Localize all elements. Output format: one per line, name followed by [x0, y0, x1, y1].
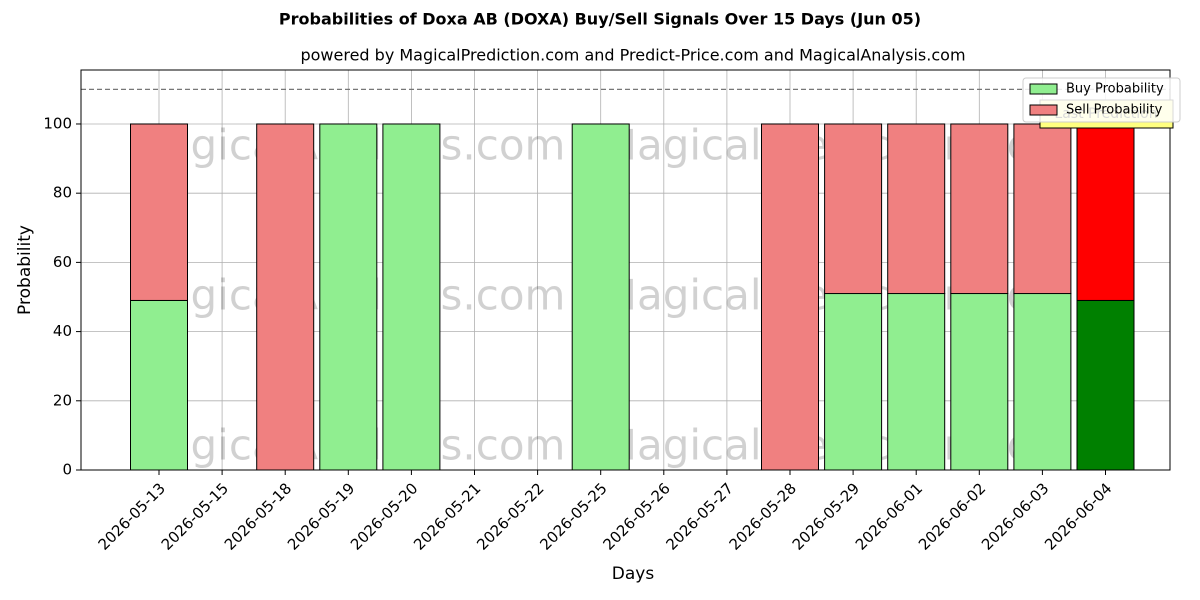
- legend-swatch: [1029, 83, 1058, 95]
- bar-segment: [1013, 293, 1072, 471]
- y-axis-label: Probability: [15, 225, 35, 315]
- x-tick-label: 2026-05-21: [410, 479, 484, 553]
- bar-segment: [571, 123, 630, 471]
- y-tick-label: 80: [53, 184, 72, 202]
- legend-label: Buy Probability: [1066, 82, 1164, 97]
- x-tick-label: 2026-05-22: [473, 479, 547, 553]
- bar-segment: [1076, 299, 1135, 471]
- x-tick-label: 2026-06-02: [915, 479, 989, 553]
- y-tick-label: 40: [53, 322, 72, 340]
- x-tick-label: 2026-05-18: [221, 479, 295, 553]
- x-tick-label: 2026-05-15: [158, 479, 232, 553]
- legend-label: Sell Probability: [1066, 103, 1163, 118]
- legend-box: [1022, 77, 1181, 123]
- legend-swatch: [1029, 104, 1058, 116]
- bar-segment: [1076, 123, 1135, 301]
- x-tick-label: 2026-05-25: [536, 479, 610, 553]
- x-tick-label: 2026-05-28: [726, 479, 800, 553]
- bar-segment: [950, 293, 1009, 471]
- bar-segment: [256, 123, 315, 471]
- bar-segment: [382, 123, 441, 471]
- y-tick-label: 20: [53, 391, 72, 409]
- x-tick-label: 2026-06-04: [1041, 479, 1115, 553]
- x-tick-label: 2026-05-19: [284, 479, 358, 553]
- y-tick-label: 60: [53, 253, 72, 271]
- x-axis-label: Days: [612, 564, 655, 584]
- chart-title: Probabilities of Doxa AB (DOXA) Buy/Sell…: [279, 10, 921, 29]
- y-tick-label: 0: [62, 461, 72, 479]
- plot-frame: [80, 69, 1171, 471]
- x-tick-label: 2026-05-13: [95, 479, 169, 553]
- x-tick-label: 2026-06-01: [852, 479, 926, 553]
- x-tick-label: 2026-05-27: [663, 479, 737, 553]
- x-tick-label: 2026-05-20: [347, 479, 421, 553]
- bar-segment: [824, 123, 883, 295]
- bar-segment: [1013, 123, 1072, 295]
- chart-subtitle: powered by MagicalPrediction.com and Pre…: [300, 46, 965, 65]
- bar-segment: [319, 123, 378, 471]
- y-tick-label: 100: [43, 114, 72, 132]
- bar-segment: [887, 123, 946, 295]
- bar-segment: [950, 123, 1009, 295]
- x-tick-label: 2026-05-29: [789, 479, 863, 553]
- bar-segment: [887, 293, 946, 471]
- bar-segment: [130, 299, 188, 471]
- bar-segment: [824, 293, 883, 471]
- x-tick-label: 2026-06-03: [978, 479, 1052, 553]
- bar-segment: [761, 123, 819, 471]
- bar-segment: [130, 123, 188, 301]
- x-tick-label: 2026-05-26: [599, 479, 673, 553]
